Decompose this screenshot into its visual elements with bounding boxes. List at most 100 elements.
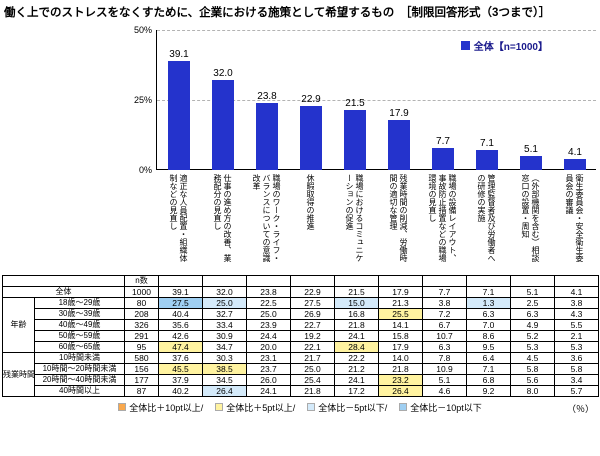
header-cell: [202, 275, 247, 287]
table-cell: 6.4: [466, 352, 511, 364]
legend-color-swatch: [307, 403, 316, 411]
data-table-body: n数 全体 1000 39.1 32.0 23.8 22.9 21.5 17.9 7.7 7.1 5…: [2, 275, 599, 397]
table-cell: 9.5: [466, 341, 511, 353]
table-cell: 7.7: [422, 286, 467, 298]
table-row: 10時間～20時間未満 156 45.5 38.5 23.7 25.0 21.2 21.8 10…: [3, 363, 599, 375]
table-cell: 25.0: [246, 308, 291, 320]
table-cell: 4.9: [510, 319, 555, 331]
table-cell: 7.1: [466, 363, 511, 375]
bar-column: 17.9: [377, 30, 421, 170]
category-label-text: 管理監督者及び労働者への研修の実施: [477, 174, 496, 262]
table-cell: 7.1: [466, 286, 511, 298]
table-cell: 10.9: [422, 363, 467, 375]
table-cell: 23.8: [246, 286, 291, 298]
table-header-row: n数: [2, 275, 599, 287]
header-cell: [334, 275, 379, 287]
table-cell: 6.3: [466, 308, 511, 320]
table-row: 年齢 18歳～29歳 80 27.5 25.0 22.5 27.5 15.0 21.3 3.8 1.…: [2, 297, 599, 353]
table-cell: 5.6: [510, 374, 555, 386]
table-row: 50歳～59歳 291 42.6 30.9 24.4 19.2 24.1 15.8 10.7 8.…: [3, 330, 599, 342]
n-value: 580: [124, 352, 159, 364]
n-value: 177: [124, 374, 159, 386]
table-cell: 21.3: [378, 297, 423, 309]
table-cell: 17.2: [334, 385, 379, 397]
footer-legend-label: 全体比＋10pt以上/: [129, 402, 204, 413]
bar-value-label: 5.1: [524, 143, 538, 155]
bar-column: 7.1: [465, 30, 509, 170]
category-label: 管理監督者及び労働者への研修の実施: [464, 174, 508, 270]
table-row: 40時間以上 87 40.2 26.4 24.1 21.8 17.2 26.4 4.6 9.2 8.…: [3, 385, 599, 397]
row-label: 18歳～29歳: [34, 297, 125, 309]
bar-value-label: 39.1: [169, 48, 189, 60]
chart-legend: 全体【n=1000】: [460, 38, 548, 53]
footer-legend-label: 全体比＋5pt以上/: [226, 402, 296, 413]
table-cell: 4.3: [554, 308, 599, 320]
bar-column: 7.7: [421, 30, 465, 170]
bar: [168, 60, 190, 170]
table-cell: 24.1: [334, 330, 379, 342]
header-cell: [290, 275, 335, 287]
n-value: 326: [124, 319, 159, 331]
bar-column: 4.1: [553, 30, 597, 170]
header-cell: [378, 275, 423, 287]
data-table: n数 全体 1000 39.1 32.0 23.8 22.9 21.5 17.9 7.7 7.1 5…: [2, 275, 599, 397]
table-cell: 4.6: [422, 385, 467, 397]
footer-legend-item: 全体比－5pt以下/: [307, 401, 387, 414]
table-cell: 28.4: [334, 341, 379, 353]
table-row: 30歳～39歳 208 40.4 32.7 25.0 26.9 16.8 25.5 7.2 6.3…: [3, 308, 599, 320]
bar-column: 23.8: [245, 30, 289, 170]
table-row: 60歳～65歳 95 47.4 34.7 20.0 22.1 28.4 17.9 6.3 9.5 5…: [3, 341, 599, 353]
bar-value-label: 17.9: [389, 107, 409, 119]
table-cell: 5.8: [510, 363, 555, 375]
table-cell: 3.8: [554, 297, 599, 309]
bar: [344, 109, 366, 170]
bar-column: 22.9: [289, 30, 333, 170]
footer-legend-label: 全体比－5pt以下/: [318, 402, 388, 413]
legend-color-swatch: [215, 403, 224, 411]
table-cell: 6.8: [466, 374, 511, 386]
footer-legend-item: 全体比＋10pt以上/: [118, 401, 203, 414]
n-value: 80: [124, 297, 159, 309]
table-cell: 22.1: [290, 341, 335, 353]
n-value: 156: [124, 363, 159, 375]
table-cell: 14.0: [378, 352, 423, 364]
table-cell: 14.1: [378, 319, 423, 331]
gridline-50: [157, 30, 596, 31]
table-cell: 23.9: [246, 319, 291, 331]
n-value: 208: [124, 308, 159, 320]
table-cell: 47.4: [158, 341, 203, 353]
table-cell: 25.4: [290, 374, 335, 386]
bar: [256, 103, 278, 170]
table-cell: 4.5: [510, 352, 555, 364]
category-label-text: 職場の設備レイアウト、事故防止措置などの職場環境の見直し: [428, 174, 457, 262]
table-cell: 22.5: [246, 297, 291, 309]
table-cell: 21.8: [290, 385, 335, 397]
table-cell: 26.4: [202, 385, 247, 397]
table-cell: 17.9: [378, 341, 423, 353]
row-label: 40歳～49歳: [34, 319, 125, 331]
category-label: （外部機関を含む）相談窓口の設置・周知: [508, 174, 552, 270]
row-label: 60歳～65歳: [34, 341, 125, 353]
table-cell: 5.7: [554, 385, 599, 397]
table-cell: 7.0: [466, 319, 511, 331]
category-label-text: 職場のワーク・ライフ・バランスについての意識改革: [252, 174, 281, 262]
footer-legend-label: 全体比－10pt以下: [410, 402, 482, 413]
row-label: 40時間以上: [34, 385, 125, 397]
table-cell: 5.8: [554, 363, 599, 375]
row-label: 20時間～40時間未満: [34, 374, 125, 386]
row-label: 50歳～59歳: [34, 330, 125, 342]
table-cell: 22.2: [334, 352, 379, 364]
table-cell: 15.8: [378, 330, 423, 342]
bar-value-label: 22.9: [301, 93, 321, 105]
n-value: 87: [124, 385, 159, 397]
table-cell: 24.4: [246, 330, 291, 342]
table-cell: 30.3: [202, 352, 247, 364]
header-cell: [510, 275, 555, 287]
table-cell: 5.2: [510, 330, 555, 342]
table-cell: 5.3: [510, 341, 555, 353]
table-cell: 38.5: [202, 363, 247, 375]
table-cell: 5.1: [510, 286, 555, 298]
table-cell: 23.1: [246, 352, 291, 364]
category-label: 職場の設備レイアウト、事故防止措置などの職場環境の見直し: [420, 174, 464, 270]
bar-value-label: 32.0: [213, 68, 233, 80]
